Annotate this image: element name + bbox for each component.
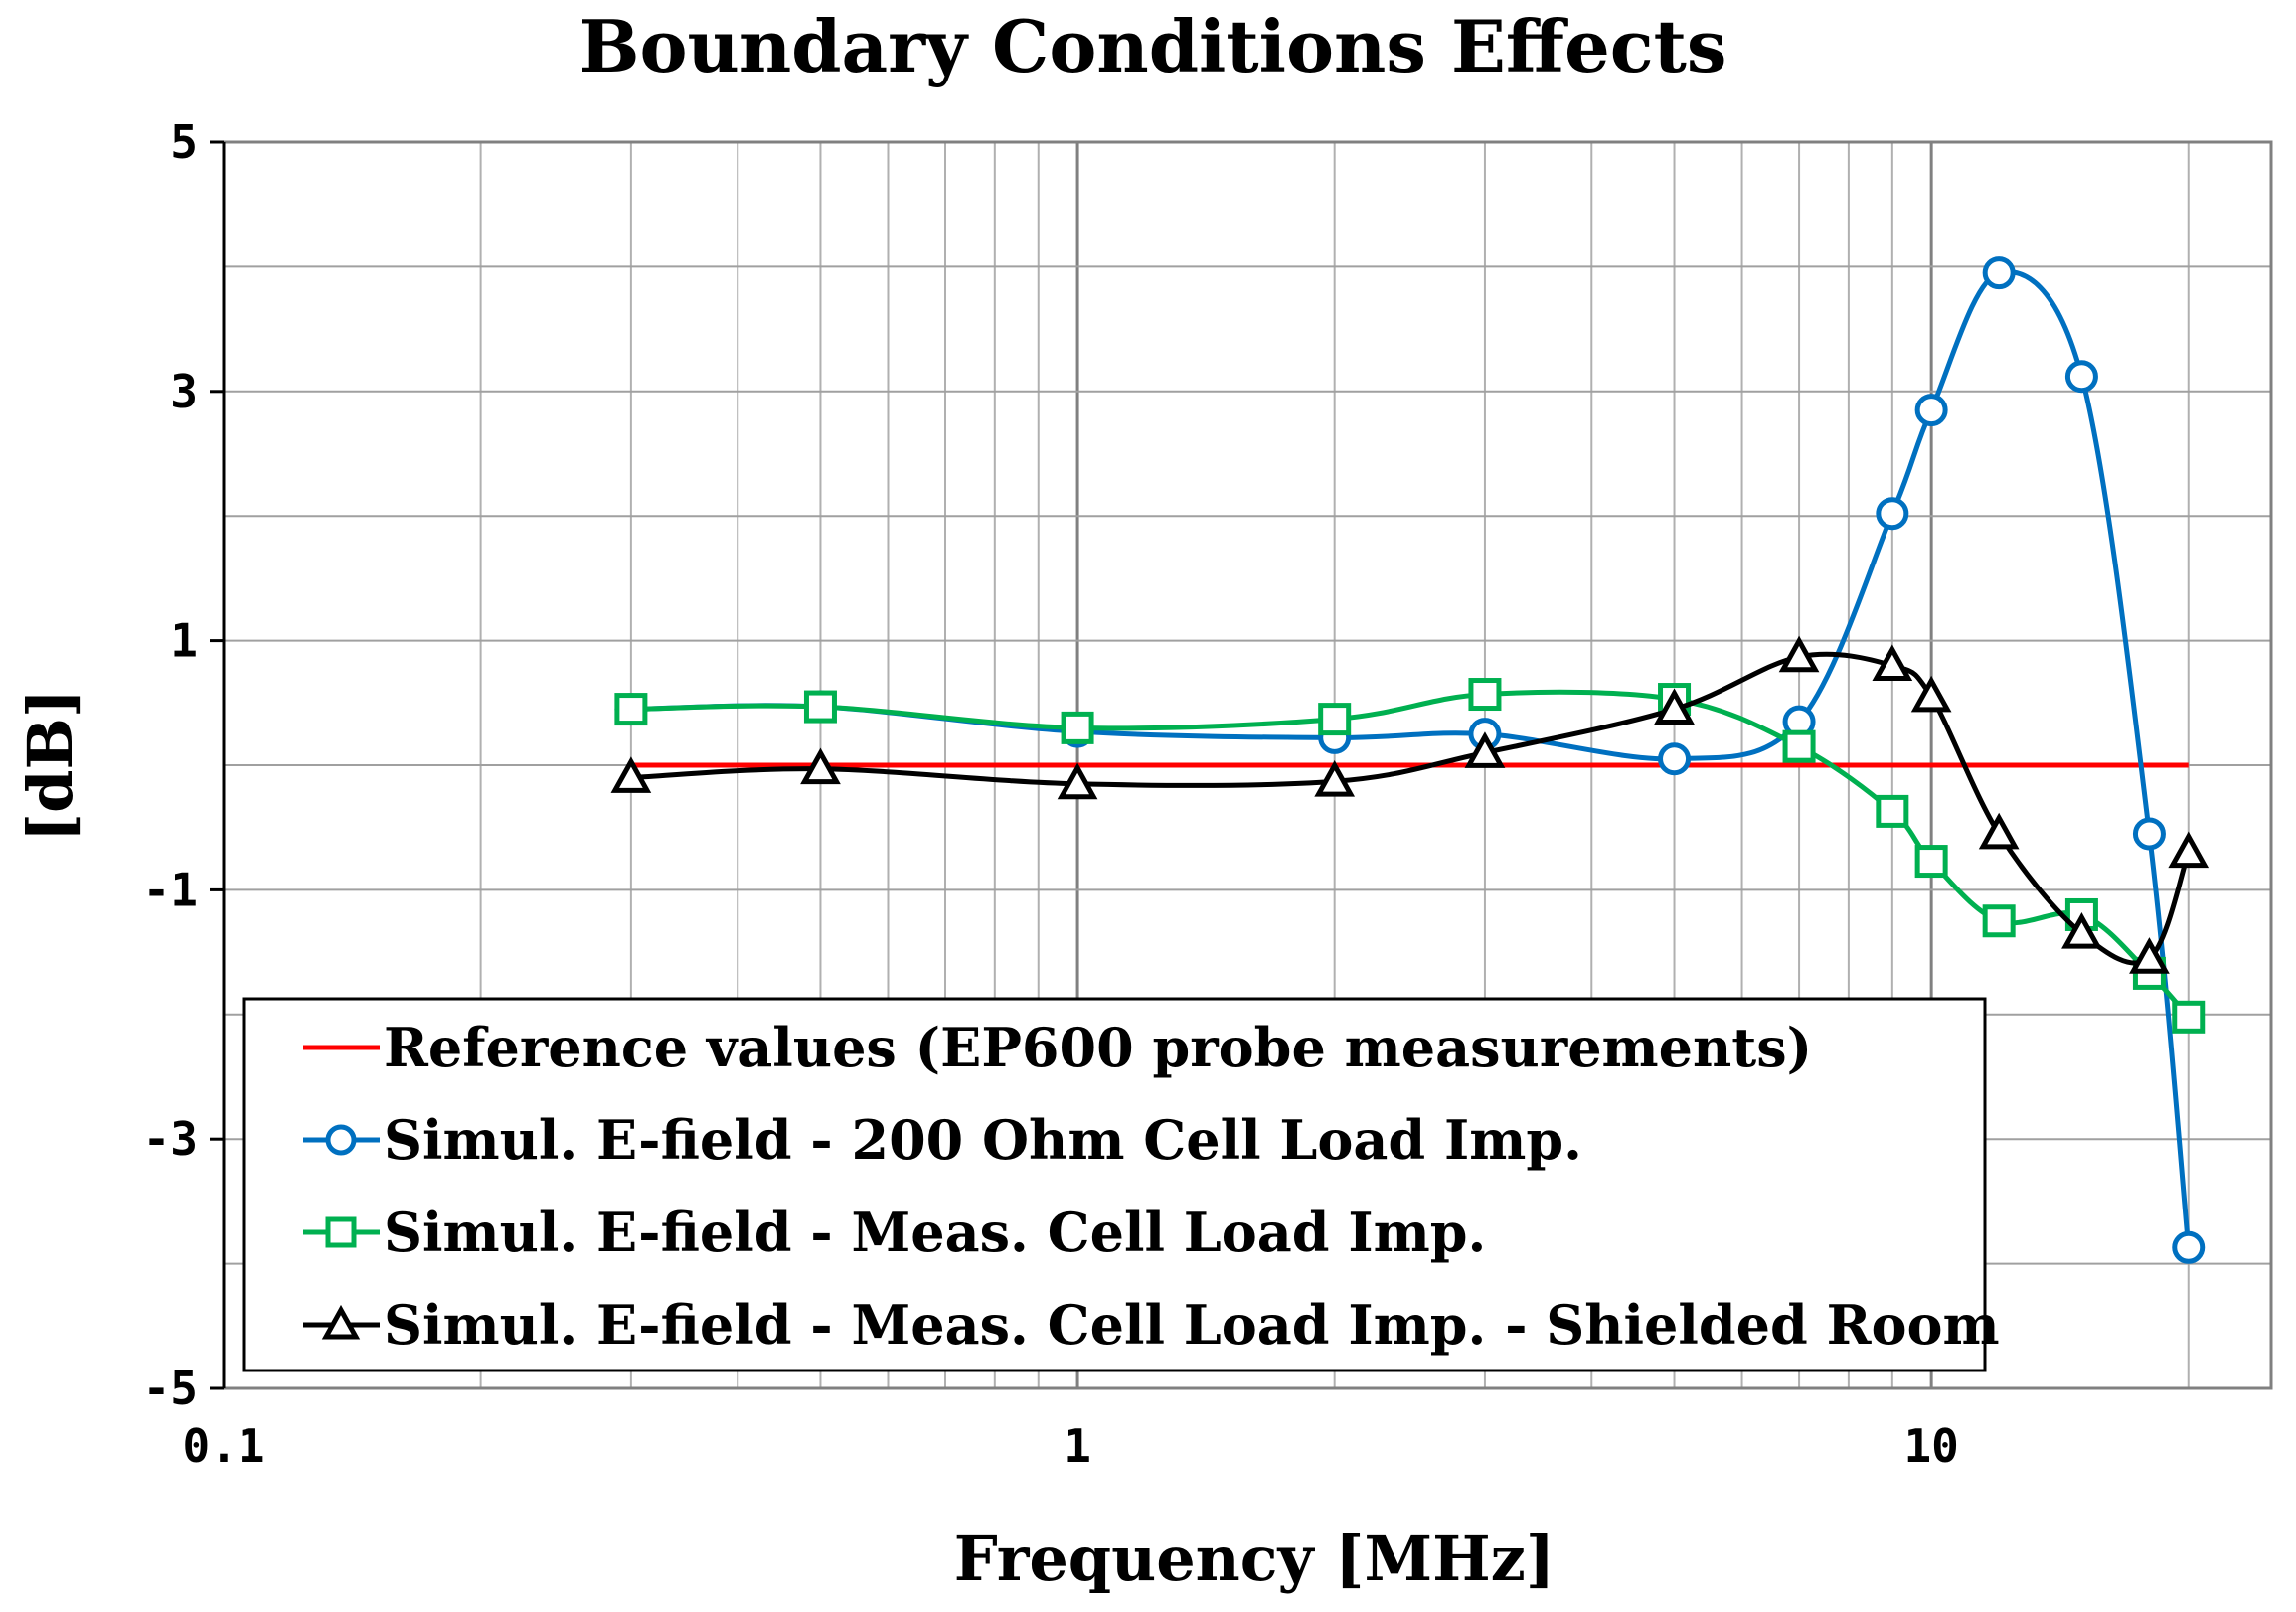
series-3-point xyxy=(1876,794,1909,828)
series-4-point xyxy=(2129,937,2170,974)
y-tick-label: 5 xyxy=(170,115,198,169)
series-4-group xyxy=(610,635,2210,974)
series-4-point xyxy=(2061,912,2102,949)
axes xyxy=(210,140,226,1390)
series-3-point xyxy=(1468,678,1502,712)
legend-label: Simul. E-field - 200 Ohm Cell Load Imp. xyxy=(384,1108,1582,1172)
y-tick-label: -3 xyxy=(143,1112,198,1166)
legend: Reference values (EP600 probe measuremen… xyxy=(242,997,2000,1372)
series-4-line xyxy=(630,651,2192,966)
y-tick-label: -5 xyxy=(143,1362,198,1415)
series-2-point xyxy=(1982,256,2016,290)
legend-label: Simul. E-field - Meas. Cell Load Imp. - … xyxy=(384,1293,2000,1357)
legend-swatch-marker xyxy=(325,1216,357,1248)
legend-label: Reference values (EP600 probe measuremen… xyxy=(384,1016,1812,1079)
series-3-point xyxy=(1914,845,1948,879)
series-4-point xyxy=(1778,635,1820,673)
series-4-point xyxy=(1464,731,1506,768)
legend-label: Simul. E-field - Meas. Cell Load Imp. xyxy=(384,1201,1486,1264)
series-4-point xyxy=(1057,762,1098,800)
legend-swatch-marker xyxy=(325,1124,357,1156)
series-4-point xyxy=(1910,675,1952,713)
y-tick-label: 1 xyxy=(170,614,198,668)
series-4-point xyxy=(2168,831,2210,869)
legend-box xyxy=(242,997,1987,1372)
x-tick-label: 0.1 xyxy=(182,1419,264,1473)
series-2-point xyxy=(2172,1230,2206,1264)
series-3-point xyxy=(1782,729,1816,763)
series-4-point xyxy=(1654,688,1695,725)
y-tick-label: -1 xyxy=(143,863,198,916)
series-3-point xyxy=(1318,703,1352,736)
series-4-point xyxy=(1872,644,1913,682)
y-axis-title: [dB] xyxy=(14,689,86,842)
series-4-point xyxy=(610,756,652,793)
series-3-point xyxy=(1982,904,2016,938)
series-2-point xyxy=(1658,742,1692,776)
legend-swatch-marker xyxy=(321,1304,361,1340)
series-3-point xyxy=(614,693,648,726)
y-tick-label: 3 xyxy=(170,365,198,418)
series-2-point xyxy=(1914,394,1948,427)
x-tick-label: 10 xyxy=(1903,1419,1958,1473)
series-4-point xyxy=(1314,760,1356,797)
series-3-point xyxy=(2172,1000,2206,1034)
series-4-point xyxy=(800,747,841,785)
tick-labels: 5 3 1 -1 -3 -50.1 1 10 xyxy=(143,115,1959,1473)
series-4-point xyxy=(1978,812,2020,850)
series-2-point xyxy=(2064,360,2098,394)
chart-title: Boundary Conditions Effects xyxy=(579,4,1727,88)
series-2-point xyxy=(2132,817,2166,851)
x-axis-title: Frequency [MHz] xyxy=(954,1523,1555,1595)
x-tick-label: 1 xyxy=(1064,1419,1091,1473)
series-2-point xyxy=(1876,497,1909,531)
series-3-point xyxy=(803,690,837,724)
series-3-group xyxy=(614,678,2206,1034)
series-layer xyxy=(610,256,2210,1264)
series-3-point xyxy=(1061,711,1094,744)
